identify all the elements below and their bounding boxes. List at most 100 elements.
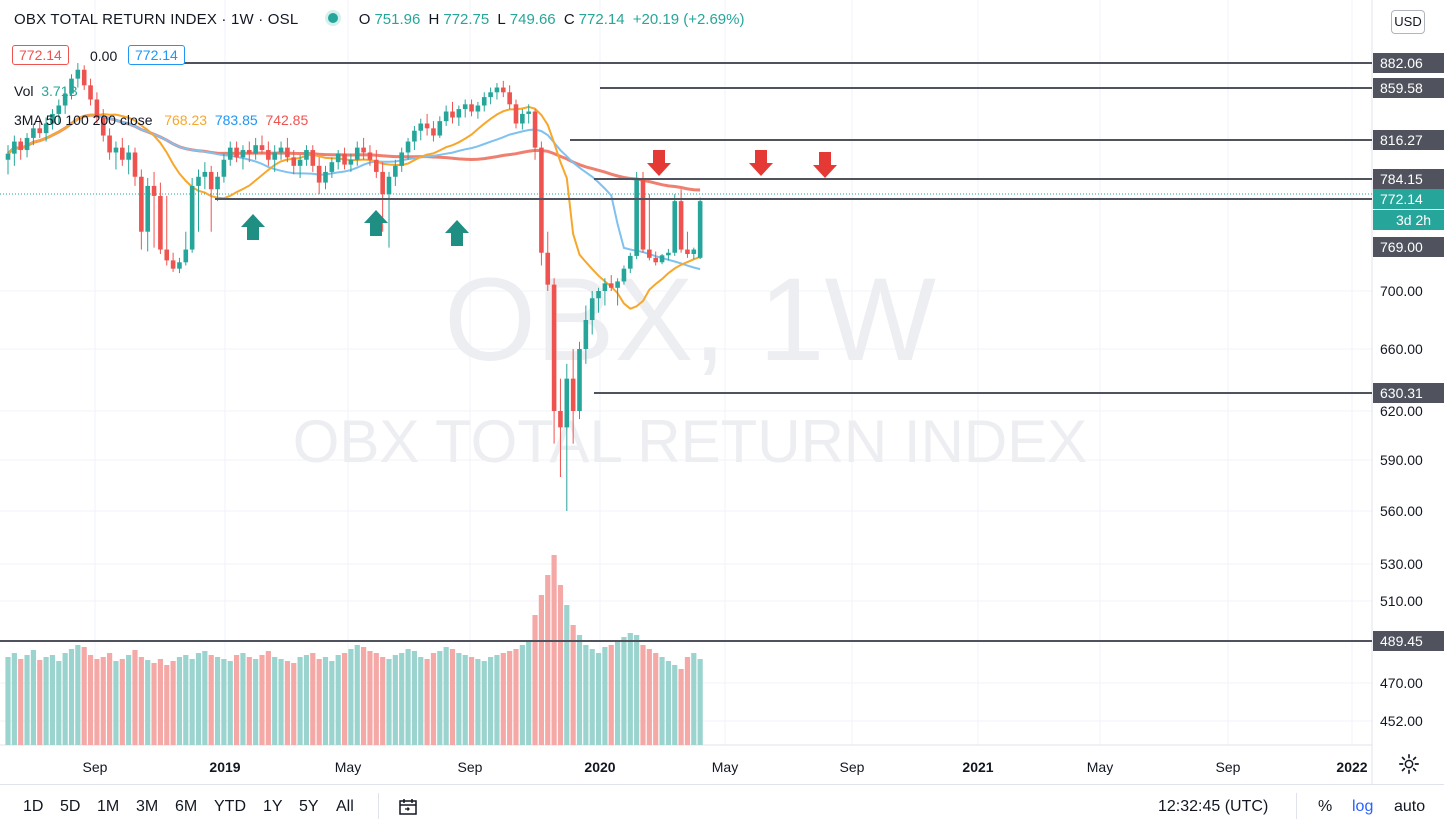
candle-body <box>615 281 620 288</box>
range-5y-button[interactable]: 5Y <box>299 798 319 815</box>
range-3m-button[interactable]: 3M <box>136 798 159 815</box>
candle-body <box>412 130 417 142</box>
volume-bar <box>595 653 602 745</box>
price-label-box <box>1373 169 1444 189</box>
range-1d-button[interactable]: 1D <box>23 798 44 815</box>
volume-bar <box>424 659 430 745</box>
volume-bar <box>583 645 589 745</box>
volume-bar <box>646 649 652 745</box>
volume-bar <box>557 585 564 745</box>
settings-gear-icon[interactable] <box>1398 753 1420 775</box>
range-6m-button[interactable]: 6M <box>175 798 198 815</box>
candle-body <box>323 171 328 183</box>
volume-bar <box>653 653 659 745</box>
time-label: May <box>335 759 361 775</box>
bid-price-box[interactable]: 772.14 <box>12 45 69 65</box>
candle-body <box>120 147 125 160</box>
candle-body <box>399 152 404 166</box>
time-label: 2022 <box>1336 759 1367 775</box>
volume-bar <box>684 657 691 745</box>
price-label: 700.00 <box>1380 283 1423 299</box>
candle-body <box>310 150 316 166</box>
ma200-value: 742.85 <box>265 112 309 128</box>
candle-body <box>685 249 690 255</box>
candle-body <box>304 150 309 160</box>
volume-bar <box>418 657 424 745</box>
volume-value: 3.71B <box>41 83 78 99</box>
volume-bar <box>602 647 608 745</box>
candle-body <box>367 152 373 160</box>
candle-body <box>361 147 366 153</box>
volume-bar <box>481 661 487 745</box>
range-all-button[interactable]: All <box>336 798 354 815</box>
chart-canvas[interactable]: OBX, 1W OBX TOTAL RETURN INDEX 882.06 859… <box>0 0 1444 784</box>
candle-body <box>329 162 335 172</box>
volume-bar <box>202 651 208 745</box>
volume-bar <box>640 645 646 745</box>
up-arrow-icon <box>364 210 388 236</box>
volume-bar <box>221 659 227 745</box>
volume-bar <box>126 655 132 745</box>
price-label-box <box>1373 53 1444 73</box>
price-label-box <box>1373 78 1444 98</box>
symbol-title[interactable]: OBX TOTAL RETURN INDEX · 1W · OSL <box>14 11 299 28</box>
candle-body <box>475 105 481 112</box>
log-scale-toggle[interactable]: log <box>1352 798 1374 815</box>
volume-bar <box>488 657 494 745</box>
volume-bar <box>68 649 75 745</box>
candle-body <box>5 153 11 160</box>
utc-clock[interactable]: 12:32:45 (UTC) <box>1158 798 1269 815</box>
volume-bar <box>405 649 411 745</box>
price-label: 510.00 <box>1380 593 1423 609</box>
volume-bar <box>386 659 392 745</box>
time-label: Sep <box>83 759 108 775</box>
up-arrow-icon <box>241 214 265 240</box>
candle-body <box>545 252 551 285</box>
price-label: 530.00 <box>1380 556 1423 572</box>
auto-scale-toggle[interactable]: auto <box>1394 798 1426 815</box>
time-axis: Sep 2019 May Sep 2020 May Sep 2021 May Sep 2022 <box>83 759 1368 775</box>
range-1m-button[interactable]: 1M <box>97 798 120 815</box>
countdown-box <box>1373 210 1444 230</box>
volume-bar <box>634 635 640 745</box>
range-5d-button[interactable]: 5D <box>60 798 81 815</box>
volume-bar <box>316 659 322 745</box>
signal-arrows <box>241 150 837 246</box>
range-1y-button[interactable]: 1Y <box>263 798 283 815</box>
volume-bar <box>75 645 81 745</box>
price-label: 630.31 <box>1380 385 1423 401</box>
ask-price-box[interactable]: 772.14 <box>128 45 185 65</box>
percent-scale-toggle[interactable]: % <box>1318 798 1333 815</box>
candle-body <box>539 147 544 253</box>
price-label: 590.00 <box>1380 452 1423 468</box>
down-arrow-icon <box>813 152 837 178</box>
candle-body <box>354 147 360 160</box>
volume-bar <box>113 661 119 745</box>
range-ytd-button[interactable]: YTD <box>214 798 246 815</box>
date-range-icon[interactable] <box>398 797 418 817</box>
candle-body <box>647 249 652 258</box>
volume-bar <box>151 663 157 745</box>
countdown-label: 3d 2h <box>1396 212 1431 228</box>
currency-button[interactable]: USD <box>1391 10 1425 34</box>
candle-body <box>602 283 608 291</box>
candle-body <box>583 320 589 349</box>
volume-bar <box>265 651 271 745</box>
candle-body <box>691 249 697 255</box>
candle-body <box>215 176 220 190</box>
price-label: 882.06 <box>1380 55 1423 71</box>
volume-bar <box>62 653 68 745</box>
candle-body <box>272 152 277 160</box>
legend: OBX TOTAL RETURN INDEX · 1W · OSL O 751.9… <box>14 10 748 28</box>
candle-body <box>291 157 297 166</box>
candles <box>5 63 703 511</box>
candle-body <box>672 201 678 253</box>
volume-bar <box>284 661 290 745</box>
watermark-small: OBX TOTAL RETURN INDEX <box>293 408 1088 475</box>
candle-body <box>608 283 614 288</box>
volume-bar <box>411 651 417 745</box>
volume-bar <box>18 659 24 745</box>
volume-bar <box>234 655 240 745</box>
ma100-line <box>7 114 701 271</box>
candle-body <box>520 113 525 124</box>
